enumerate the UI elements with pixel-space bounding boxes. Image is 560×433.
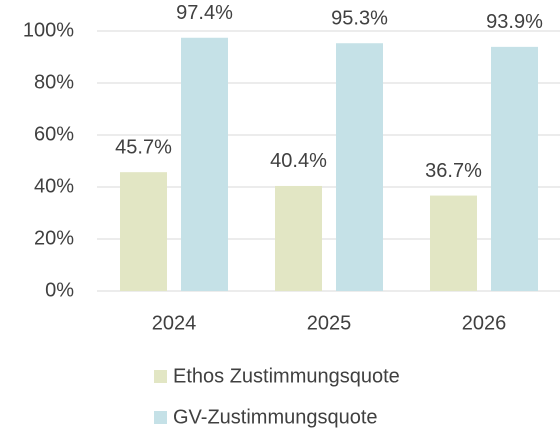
- bar: [430, 195, 477, 291]
- legend-label: GV-Zustimmungsquote: [173, 406, 378, 428]
- legend-label: Ethos Zustimmungsquote: [173, 365, 400, 387]
- legend-swatch: [154, 411, 167, 424]
- bar: [120, 172, 167, 291]
- bar: [336, 43, 383, 291]
- bar: [275, 185, 322, 291]
- data-label: 93.9%: [486, 11, 543, 33]
- legend-swatch: [154, 370, 167, 383]
- data-label: 40.4%: [270, 150, 327, 172]
- x-tick-label: 2025: [307, 312, 352, 334]
- x-tick-label: 2024: [152, 312, 197, 334]
- y-tick-label: 60%: [34, 123, 74, 145]
- y-tick-label: 20%: [34, 227, 74, 249]
- data-label: 36.7%: [425, 160, 482, 182]
- data-label: 45.7%: [115, 136, 172, 158]
- y-tick-label: 40%: [34, 175, 74, 197]
- y-tick-label: 0%: [45, 279, 74, 301]
- y-tick-label: 100%: [23, 19, 74, 41]
- data-label: 97.4%: [176, 2, 233, 24]
- bar: [181, 37, 228, 292]
- bar: [491, 46, 538, 291]
- x-tick-label: 2026: [462, 312, 507, 334]
- y-tick-label: 80%: [34, 71, 74, 93]
- data-label: 95.3%: [331, 8, 388, 30]
